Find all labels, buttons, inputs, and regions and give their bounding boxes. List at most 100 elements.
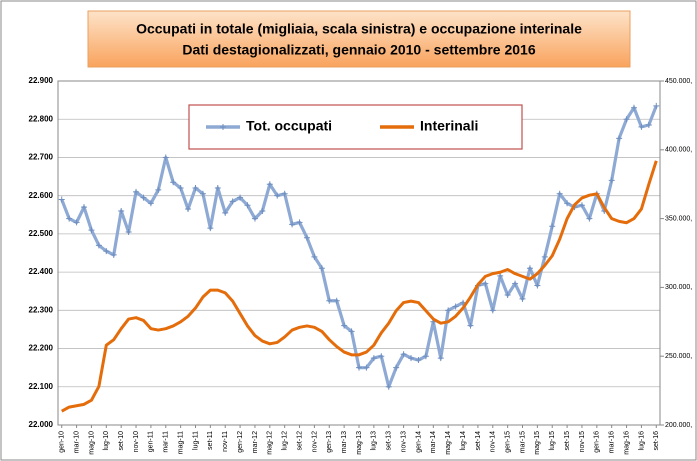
x-tick-label: gen-10 [59, 431, 66, 453]
x-tick-label: mag-12 [267, 431, 274, 455]
y-tick-label: 22.700 [29, 153, 54, 162]
point-marker [251, 215, 258, 222]
x-tick-label: lug-11 [192, 431, 199, 450]
point-marker [140, 194, 147, 201]
point-marker [415, 357, 422, 364]
x-tick-label: mar-14 [430, 431, 437, 453]
point-marker [311, 253, 318, 260]
x-tick-label: mar-10 [73, 431, 80, 453]
x-tick-label: mag-11 [177, 431, 184, 454]
point-marker [504, 292, 511, 299]
x-tick-label: gen-12 [237, 431, 244, 453]
point-marker [133, 188, 140, 195]
x-tick-label: lug-12 [282, 431, 289, 451]
point-marker [393, 364, 400, 371]
point-marker [586, 215, 593, 222]
point-marker [266, 181, 273, 188]
x-tick-label: mar-13 [341, 431, 348, 453]
x-tick-label: nov-14 [490, 431, 497, 453]
y-tick-label: 22.500 [29, 229, 54, 238]
point-marker [564, 200, 571, 207]
point-marker [556, 190, 563, 197]
x-tick-label: nov-13 [400, 431, 407, 453]
point-marker [81, 204, 88, 211]
y2-tick-label: 300.000, [665, 284, 692, 291]
point-marker [229, 198, 236, 205]
point-marker [244, 202, 251, 209]
y-tick-label: 22.100 [29, 382, 54, 391]
y-tick-label: 22.400 [29, 267, 54, 276]
x-tick-label: nov-15 [579, 431, 586, 453]
point-marker [437, 355, 444, 362]
point-marker [408, 355, 415, 362]
y2-tick-label: 350.000, [665, 215, 692, 222]
point-marker [66, 215, 73, 222]
point-marker [95, 242, 102, 249]
x-tick-label: mar-11 [163, 431, 170, 453]
x-tick-label: set-16 [653, 431, 660, 451]
point-marker [549, 223, 556, 230]
point-marker [608, 177, 615, 184]
chart-subtitle: Dati destagionalizzati, gennaio 2010 - s… [182, 42, 535, 58]
x-tick-label: lug-14 [460, 431, 467, 451]
point-marker [534, 282, 541, 289]
x-tick-label: mar-16 [609, 431, 616, 453]
legend-box [188, 104, 523, 150]
point-marker [363, 364, 370, 371]
point-marker [333, 297, 340, 304]
y-tick-label: 22.000 [29, 420, 54, 429]
y-tick-label: 22.600 [29, 191, 54, 200]
point-marker [326, 297, 333, 304]
x-tick-label: mar-15 [519, 431, 526, 453]
point-marker [147, 200, 154, 207]
point-marker [452, 303, 459, 310]
x-tick-label: lug-10 [103, 431, 110, 451]
point-marker [400, 351, 407, 358]
point-marker [422, 353, 429, 360]
y-tick-label: 22.200 [29, 344, 54, 353]
title-box [87, 10, 631, 68]
point-marker [73, 219, 80, 226]
x-tick-label: lug-13 [371, 431, 378, 451]
legend-label: Tot. occupati [246, 118, 332, 134]
point-marker [237, 194, 244, 201]
point-marker [125, 228, 132, 235]
x-tick-label: gen-16 [594, 431, 601, 453]
y2-tick-label: 450.000, [665, 78, 692, 85]
point-marker [192, 185, 199, 192]
x-tick-label: set-14 [475, 431, 482, 451]
point-marker [526, 265, 533, 272]
point-marker [445, 307, 452, 314]
point-marker [653, 102, 660, 109]
point-marker [162, 154, 169, 161]
point-marker [296, 219, 303, 226]
x-tick-label: lug-16 [638, 431, 645, 451]
point-marker [645, 121, 652, 128]
x-tick-label: set-15 [564, 431, 571, 451]
point-marker [259, 207, 266, 214]
point-marker [385, 383, 392, 390]
chart-title: Occupati in totale (migliaia, scala sini… [136, 21, 582, 37]
point-marker [489, 307, 496, 314]
legend-label: Interinali [420, 118, 478, 134]
point-marker [638, 123, 645, 130]
point-marker [170, 179, 177, 186]
x-tick-label: set-10 [118, 431, 125, 451]
legend-marker [220, 124, 226, 130]
point-marker [214, 185, 221, 192]
point-marker [348, 328, 355, 335]
x-tick-label: set-11 [207, 431, 214, 450]
x-tick-label: gen-11 [148, 431, 155, 452]
y2-tick-label: 250.000, [665, 353, 692, 360]
x-tick-label: gen-15 [504, 431, 511, 453]
point-marker [630, 104, 637, 111]
x-tick-label: nov-10 [133, 431, 140, 453]
series-line [60, 160, 658, 413]
x-tick-label: gen-14 [415, 431, 422, 453]
point-marker [155, 186, 162, 193]
point-marker [512, 280, 519, 287]
point-marker [378, 353, 385, 360]
y2-tick-label: 400.000, [665, 147, 692, 154]
x-tick-label: mag-14 [445, 431, 452, 455]
